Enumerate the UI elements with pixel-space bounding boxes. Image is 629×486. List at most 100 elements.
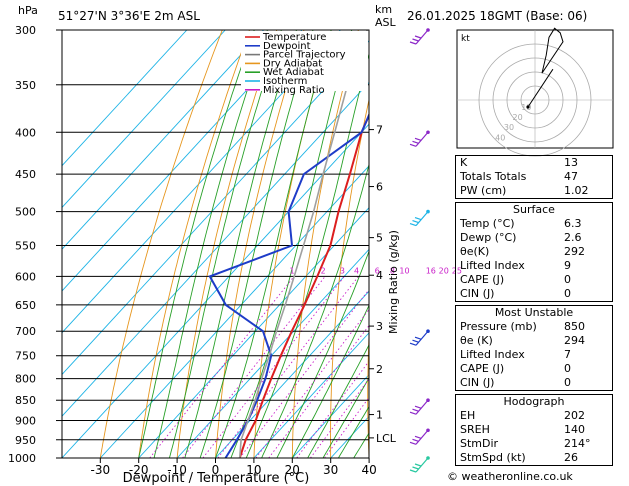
- hodograph-stat-row: EH 202: [456, 409, 613, 423]
- legend-label: Dewpoint: [263, 41, 311, 52]
- wet-adiabat-line: [322, 376, 369, 458]
- surface-row: CIN (J) 0: [456, 287, 613, 302]
- most-unstable-value: 0: [564, 362, 571, 375]
- hodograph-stat-value: 140: [564, 423, 585, 436]
- pressure-tick-label: 500: [15, 206, 36, 219]
- x-tick-label: -30: [90, 463, 110, 477]
- most-unstable-value: 850: [564, 320, 585, 333]
- hodograph-title: Hodograph: [503, 395, 565, 408]
- hodograph-unit-label: kt: [461, 34, 470, 44]
- hodograph-stat-row: StmSpd (kt) 26: [456, 451, 613, 466]
- wind-barb: [409, 329, 430, 346]
- mixing-ratio-label: 20: [439, 266, 449, 275]
- surface-value: 0: [564, 287, 571, 300]
- isotherm-line: [176, 248, 369, 458]
- wind-barb-flag: [414, 336, 422, 340]
- mixing-ratio-label: 16: [426, 266, 436, 275]
- wind-barb-staff: [415, 457, 429, 473]
- isotherm-line: [62, 30, 188, 167]
- wind-barb-flag: [412, 438, 419, 442]
- location-label: 51°27'N 3°36'E 2m ASL: [58, 9, 200, 23]
- index-label: Totals Totals: [460, 170, 527, 183]
- pressure-tick-label: 600: [15, 270, 36, 283]
- hodograph-ring-label: 10: [521, 103, 531, 112]
- km-tick-label: 4: [376, 269, 383, 282]
- mixing-ratio-label: 8: [390, 266, 395, 275]
- x-tick-label: 20: [285, 463, 300, 477]
- hodograph-ring-label: 40: [495, 133, 505, 142]
- km-tick-label: LCL: [376, 432, 397, 445]
- wind-barb-flag: [409, 342, 417, 346]
- hodograph-ring-label: 30: [504, 123, 514, 132]
- wet-adiabat-line: [307, 344, 369, 458]
- isotherm-line: [291, 373, 369, 458]
- km-tick-label: 1: [376, 409, 383, 422]
- temperature-line: [238, 112, 369, 458]
- index-row: PW (cm) 1.02: [456, 184, 613, 199]
- wind-barb-dot: [426, 329, 430, 334]
- wind-barb-dot: [426, 28, 430, 32]
- wind-barb-flag: [409, 411, 417, 415]
- pressure-tick-label: 400: [15, 126, 36, 139]
- legend-label: Temperature: [262, 32, 326, 43]
- surface-row: Temp (°C) 6.3: [456, 217, 613, 231]
- wind-barb-staff: [415, 29, 429, 45]
- x-tick-label: 10: [246, 463, 261, 477]
- hodograph-stat-label: StmSpd (kt): [460, 451, 526, 464]
- index-value: 13: [564, 156, 578, 169]
- most-unstable-label: Pressure (mb): [460, 320, 537, 333]
- most-unstable-label: CAPE (J): [460, 362, 505, 375]
- wind-barb-dot: [426, 456, 430, 460]
- wind-barb-flag: [412, 466, 419, 470]
- wind-barb-staff: [415, 399, 429, 415]
- legend-label: Dry Adiabat: [263, 58, 322, 69]
- legend-label: Parcel Trajectory: [263, 50, 346, 61]
- surface-row: Lifted Index 9: [456, 259, 613, 273]
- surface-label: CAPE (J): [460, 273, 505, 286]
- wind-barb-flag: [414, 405, 422, 409]
- hpa-label: hPa: [18, 4, 38, 17]
- wet-adiabat-line: [291, 304, 369, 458]
- isotherm-line: [62, 30, 303, 292]
- mixing-ratio-label: 25: [452, 266, 462, 275]
- legend-label: Isotherm: [263, 76, 307, 87]
- pressure-tick-label: 350: [15, 79, 36, 92]
- wind-barb: [409, 428, 430, 445]
- hodograph-stat-row: SREH 140: [456, 423, 613, 437]
- hodograph-stat-value: 214°: [564, 437, 591, 450]
- most-unstable-label: Lifted Index: [460, 348, 525, 361]
- hodograph-storm-dot: [526, 105, 530, 109]
- wind-barb: [409, 398, 430, 415]
- wind-barb: [409, 456, 430, 473]
- most-unstable-table: Most Unstable Pressure (mb) 850 θe (K) 294 L…: [455, 305, 613, 391]
- dry-adiabat-line: [367, 327, 369, 458]
- pressure-tick-label: 850: [15, 394, 36, 407]
- km-tick-label: 2: [376, 363, 383, 376]
- wind-barb: [409, 130, 430, 147]
- wind-barb-flag: [414, 217, 422, 221]
- surface-label: Temp (°C): [460, 217, 515, 230]
- most-unstable-row: CAPE (J) 0: [456, 362, 613, 376]
- hodograph-stat-row: StmDir 214°: [456, 437, 613, 451]
- wind-barb-flag: [409, 441, 417, 445]
- hodograph-stat-value: 202: [564, 409, 585, 422]
- copyright-footer: © weatheronline.co.uk: [447, 470, 573, 483]
- surface-value: 292: [564, 245, 585, 258]
- datetime-label: 26.01.2025 18GMT (Base: 06): [407, 9, 587, 23]
- x-tick-label: 30: [323, 463, 338, 477]
- most-unstable-row: Pressure (mb) 850: [456, 320, 613, 334]
- mixing-ratio-line: [255, 308, 369, 458]
- legend-background: [241, 31, 368, 91]
- index-row: Totals Totals 47: [456, 170, 613, 184]
- wind-barb-flag: [412, 408, 419, 412]
- isotherm-line: [62, 30, 264, 250]
- most-unstable-row: θe (K) 294: [456, 334, 613, 348]
- surface-value: 0: [564, 273, 571, 286]
- wind-barb-staff: [415, 211, 429, 226]
- pressure-tick-label: 800: [15, 373, 36, 386]
- mixing-ratio-label: 10: [399, 266, 409, 275]
- most-unstable-row: CIN (J) 0: [456, 376, 613, 391]
- isotherm-line: [62, 30, 226, 209]
